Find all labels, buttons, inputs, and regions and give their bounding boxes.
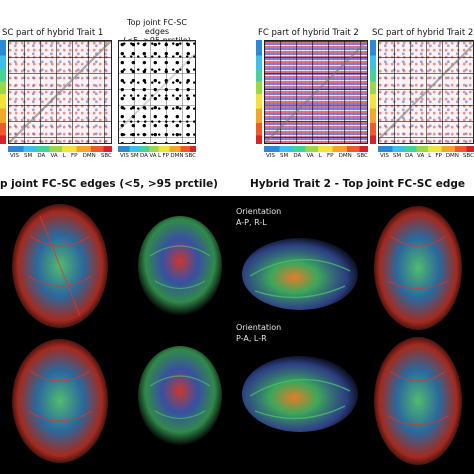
sc-trait2-network-bar-horizontal <box>378 146 474 152</box>
section-title-left: p joint FC-SC edges (<5, >95 prctile) <box>0 178 218 190</box>
orientation-value-1: A-P, R-L <box>236 218 267 227</box>
axial-brain-left-2 <box>12 339 108 463</box>
joint-edges-matrix <box>118 40 196 144</box>
sagittal-brain-right-2 <box>242 356 358 432</box>
sc-trait2-network-bar-vertical <box>370 40 376 144</box>
fc-trait2-network-bar-horizontal <box>264 146 368 152</box>
axial-brain-right-2 <box>374 337 462 465</box>
coronal-brain-left-1 <box>138 216 222 316</box>
sc-trait2-title: SC part of hybrid Trait 2 <box>372 28 474 38</box>
sc-trait1-title: SC part of hybrid Trait 1 <box>2 28 104 38</box>
orientation-label-2: Orientation <box>236 323 281 332</box>
tractography-renderings: Orientation A-P, R-L Orientation P-A, L-… <box>12 204 462 465</box>
sc-trait1-matrix <box>8 40 112 144</box>
joint-edges-network-labels: VIS SM DA VA L FP DMN SBC <box>120 153 196 159</box>
fc-trait2-title: FC part of hybrid Trait 2 <box>258 28 359 38</box>
sc-trait2-network-labels: VIS SM DA VA L FP DMN SBC <box>380 153 474 159</box>
orientation-label-1: Orientation <box>236 207 281 216</box>
sc-trait1-network-bar-horizontal <box>8 146 112 152</box>
coronal-brain-left-2 <box>138 346 222 446</box>
joint-edges-network-bar <box>118 146 196 152</box>
sc-trait1-network-bar-vertical <box>0 40 6 144</box>
fc-trait2-network-bar-vertical <box>256 40 262 144</box>
section-title-right: Hybrid Trait 2 - Top joint FC-SC edge <box>250 178 466 190</box>
sagittal-brain-right-1 <box>242 238 358 310</box>
axial-brain-right-1 <box>374 206 462 330</box>
fc-trait2-matrix <box>264 40 368 144</box>
tractography-panel: Orientation A-P, R-L Orientation P-A, L-… <box>0 196 474 474</box>
sc-trait2-matrix <box>378 40 474 144</box>
sc-trait1-network-labels: VIS SM DA VA L FP DMN SBC <box>10 153 112 159</box>
fc-trait2-network-labels: VIS SM DA VA L FP DMN SBC <box>266 153 368 159</box>
orientation-value-2: P-A, L-R <box>236 334 267 343</box>
